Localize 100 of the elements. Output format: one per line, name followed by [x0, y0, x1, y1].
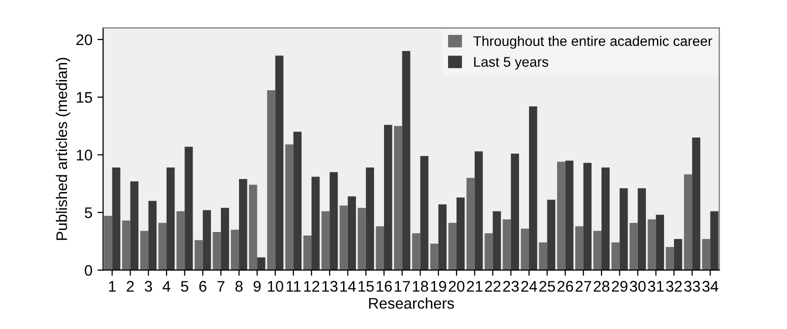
x-tick-label: 2: [126, 280, 134, 292]
x-tick-label: 18: [412, 280, 428, 292]
bar: [611, 242, 620, 270]
bar: [321, 211, 330, 270]
x-tick-label: 12: [304, 280, 320, 292]
bar: [220, 208, 230, 270]
y-tick-label: 20: [76, 34, 92, 46]
bar: [104, 216, 112, 270]
x-tick-label: 13: [322, 280, 338, 292]
bar: [557, 162, 566, 270]
x-tick-label: 19: [431, 280, 446, 292]
bar: [122, 220, 130, 270]
bar: [303, 236, 312, 270]
bar: [112, 167, 120, 270]
bar: [638, 188, 646, 270]
bar: [412, 233, 420, 270]
x-tick-label: 16: [376, 280, 392, 292]
bar: [456, 197, 465, 270]
bar: [484, 233, 493, 270]
x-tick-label: 33: [684, 280, 700, 292]
bar: [293, 132, 302, 270]
bar: [358, 208, 366, 270]
bar: [510, 154, 520, 270]
bar: [430, 244, 438, 270]
bar: [466, 178, 475, 270]
bar: [474, 151, 483, 270]
bar: [702, 238, 710, 270]
bar: [176, 211, 185, 270]
bar: [184, 146, 193, 270]
x-tick-label: 34: [702, 280, 718, 292]
bar: [656, 214, 664, 270]
bar: [239, 179, 248, 270]
x-tick-label: 6: [199, 280, 206, 292]
x-tick-label: 30: [630, 280, 646, 292]
bar: [538, 242, 548, 270]
bar: [202, 210, 211, 270]
bar: [376, 226, 384, 270]
x-tick-label: 1: [109, 281, 116, 292]
bar: [267, 90, 276, 270]
bar: [547, 200, 556, 270]
x-tick-label: 29: [612, 280, 628, 292]
bar: [384, 124, 392, 270]
x-tick-label: 26: [558, 280, 574, 292]
bar: [348, 196, 356, 270]
x-tick-label: 20: [448, 280, 464, 292]
x-tick-label: 15: [358, 281, 374, 292]
bar: [340, 206, 348, 270]
bar: [130, 181, 138, 270]
x-tick-label: 4: [162, 281, 170, 292]
x-tick-label: 25: [539, 280, 555, 292]
x-tick-label: 7: [217, 281, 224, 292]
bar: [565, 160, 574, 270]
bar: [402, 51, 410, 270]
bar: [312, 176, 320, 270]
x-tick-label: 22: [485, 280, 500, 292]
x-tick-label: 27: [576, 280, 592, 292]
x-tick-label: 11: [286, 281, 301, 292]
x-axis-title: Researchers: [369, 298, 454, 309]
x-tick-label: 32: [666, 280, 682, 292]
bar: [684, 174, 692, 270]
bar: [593, 230, 602, 270]
bar: [620, 188, 628, 270]
bar: [248, 184, 258, 270]
x-tick-label: 9: [254, 280, 261, 292]
bar: [330, 172, 338, 270]
bar: [583, 162, 592, 270]
bar: [420, 156, 428, 270]
bar: [502, 219, 511, 270]
y-tick-label: 0: [84, 264, 92, 276]
x-tick-label: 21: [466, 280, 482, 292]
bar: [575, 226, 584, 270]
bar: [492, 211, 501, 270]
bar: [366, 167, 374, 270]
bar: [666, 247, 674, 270]
bar: [630, 222, 638, 270]
legend-label: Throughout the entire academic career: [473, 36, 712, 49]
bar: [230, 230, 240, 270]
x-tick-label: 31: [648, 280, 664, 292]
bar: [212, 232, 221, 270]
y-axis-title: Published articles (median): [56, 58, 70, 240]
bar: [394, 126, 402, 270]
bar: [529, 106, 538, 270]
bar: [166, 167, 175, 270]
x-tick-label: 23: [503, 280, 519, 292]
x-tick-label: 28: [594, 280, 610, 292]
bar: [275, 56, 284, 270]
x-tick-label: 14: [340, 281, 356, 292]
bar: [257, 257, 266, 270]
bar: [448, 222, 457, 270]
y-tick-label: 5: [84, 207, 92, 218]
y-tick-label: 10: [76, 150, 92, 160]
y-tick-label: 15: [76, 92, 92, 103]
bar: [520, 228, 530, 270]
bar: [194, 240, 203, 270]
x-tick-label: 17: [394, 281, 410, 292]
bar: [148, 200, 157, 270]
x-tick-label: 10: [268, 280, 284, 292]
x-tick-label: 24: [521, 280, 538, 292]
bar: [140, 230, 148, 270]
bar: [158, 222, 167, 270]
